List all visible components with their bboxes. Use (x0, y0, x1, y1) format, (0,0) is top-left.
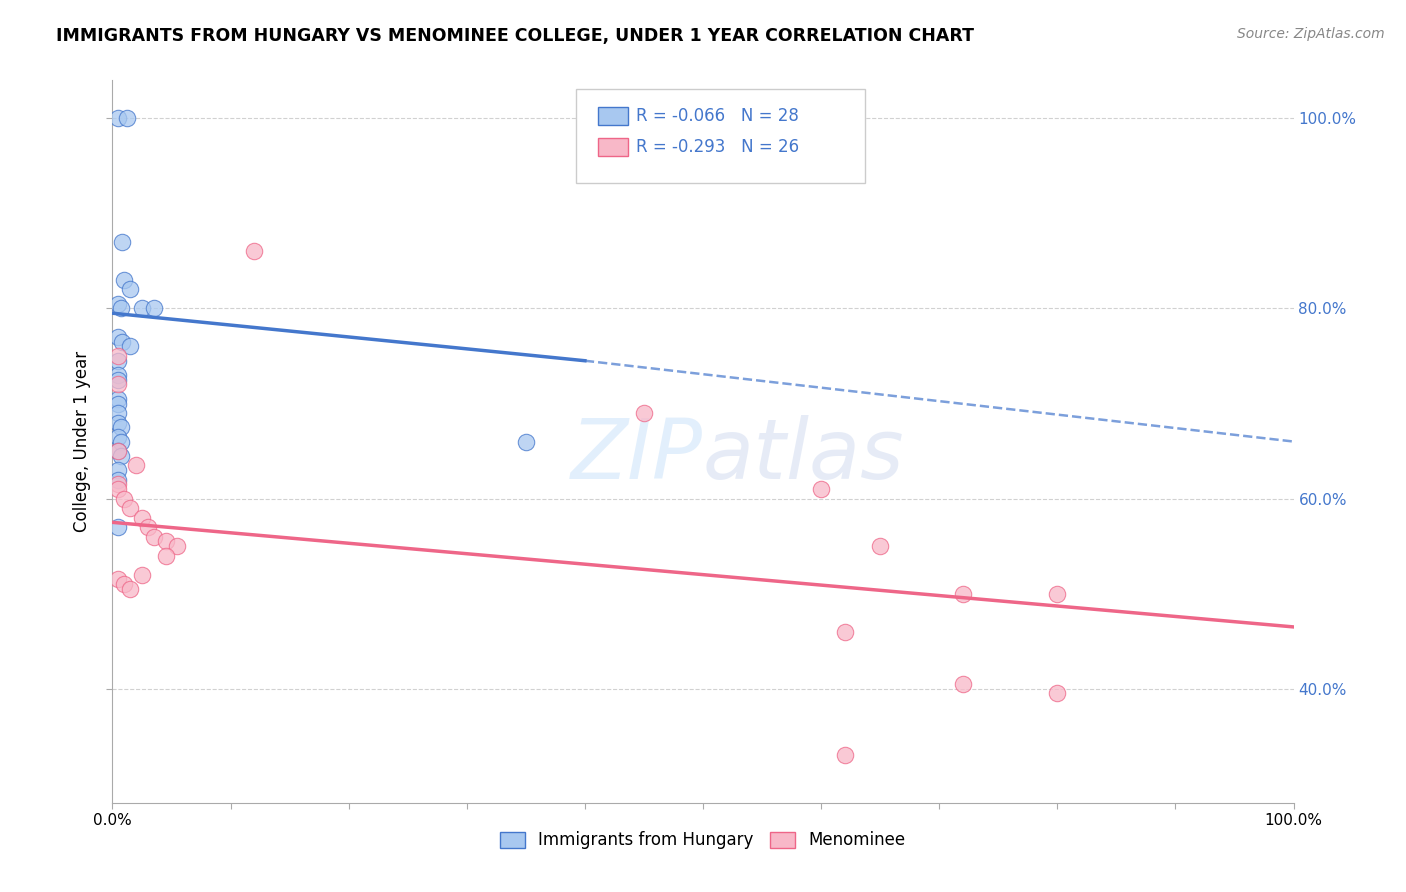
Point (1046, 587, 1069, 601)
Point (107, 482, 129, 496)
Point (136, 520, 159, 534)
Point (111, 235, 134, 249)
Point (243, 244, 266, 259)
Point (110, 434, 132, 449)
Point (110, 420, 132, 434)
Point (111, 334, 134, 349)
Point (120, 339, 142, 353)
Point (834, 624, 856, 639)
Point (107, 520, 129, 534)
Point (107, 473, 129, 487)
Point (834, 748, 856, 763)
Text: IMMIGRANTS FROM HUNGARY VS MENOMINEE COLLEGE, UNDER 1 YEAR CORRELATION CHART: IMMIGRANTS FROM HUNGARY VS MENOMINEE COL… (56, 27, 974, 45)
Text: Source: ZipAtlas.com: Source: ZipAtlas.com (1237, 27, 1385, 41)
Point (125, 458, 148, 473)
Point (107, 463, 129, 477)
Point (107, 112, 129, 126)
Text: ZIP: ZIP (571, 416, 703, 497)
Point (1046, 686, 1069, 700)
Point (107, 444, 129, 458)
Point (107, 573, 129, 587)
Point (155, 549, 177, 563)
Point (120, 582, 142, 596)
Point (107, 416, 129, 430)
Point (120, 501, 142, 516)
Point (112, 577, 135, 591)
Text: R = -0.066   N = 28: R = -0.066 N = 28 (636, 107, 799, 125)
Text: atlas: atlas (703, 416, 904, 497)
Point (107, 430, 129, 444)
Point (142, 530, 165, 544)
Point (110, 449, 132, 463)
Point (107, 396, 129, 410)
Point (515, 434, 537, 449)
Point (112, 273, 135, 287)
Point (869, 539, 891, 553)
Point (131, 301, 153, 316)
Point (107, 377, 129, 392)
Text: R = -0.293   N = 26: R = -0.293 N = 26 (636, 138, 799, 156)
Point (633, 406, 655, 420)
Point (107, 477, 129, 491)
Point (107, 349, 129, 363)
Point (952, 587, 974, 601)
Point (166, 539, 188, 553)
Point (107, 392, 129, 406)
Point (107, 368, 129, 382)
Point (107, 296, 129, 310)
Point (107, 444, 129, 458)
Point (142, 301, 165, 316)
Point (107, 406, 129, 420)
Point (107, 353, 129, 368)
Y-axis label: College, Under 1 year: College, Under 1 year (73, 351, 91, 533)
Legend: Immigrants from Hungary, Menominee: Immigrants from Hungary, Menominee (494, 824, 912, 856)
Point (107, 373, 129, 387)
Point (952, 677, 974, 691)
Point (131, 567, 153, 582)
Point (115, 112, 138, 126)
Point (107, 330, 129, 344)
Point (110, 301, 132, 316)
Point (810, 482, 832, 496)
Point (120, 282, 142, 296)
Point (112, 491, 135, 506)
Point (131, 510, 153, 524)
Point (155, 534, 177, 549)
